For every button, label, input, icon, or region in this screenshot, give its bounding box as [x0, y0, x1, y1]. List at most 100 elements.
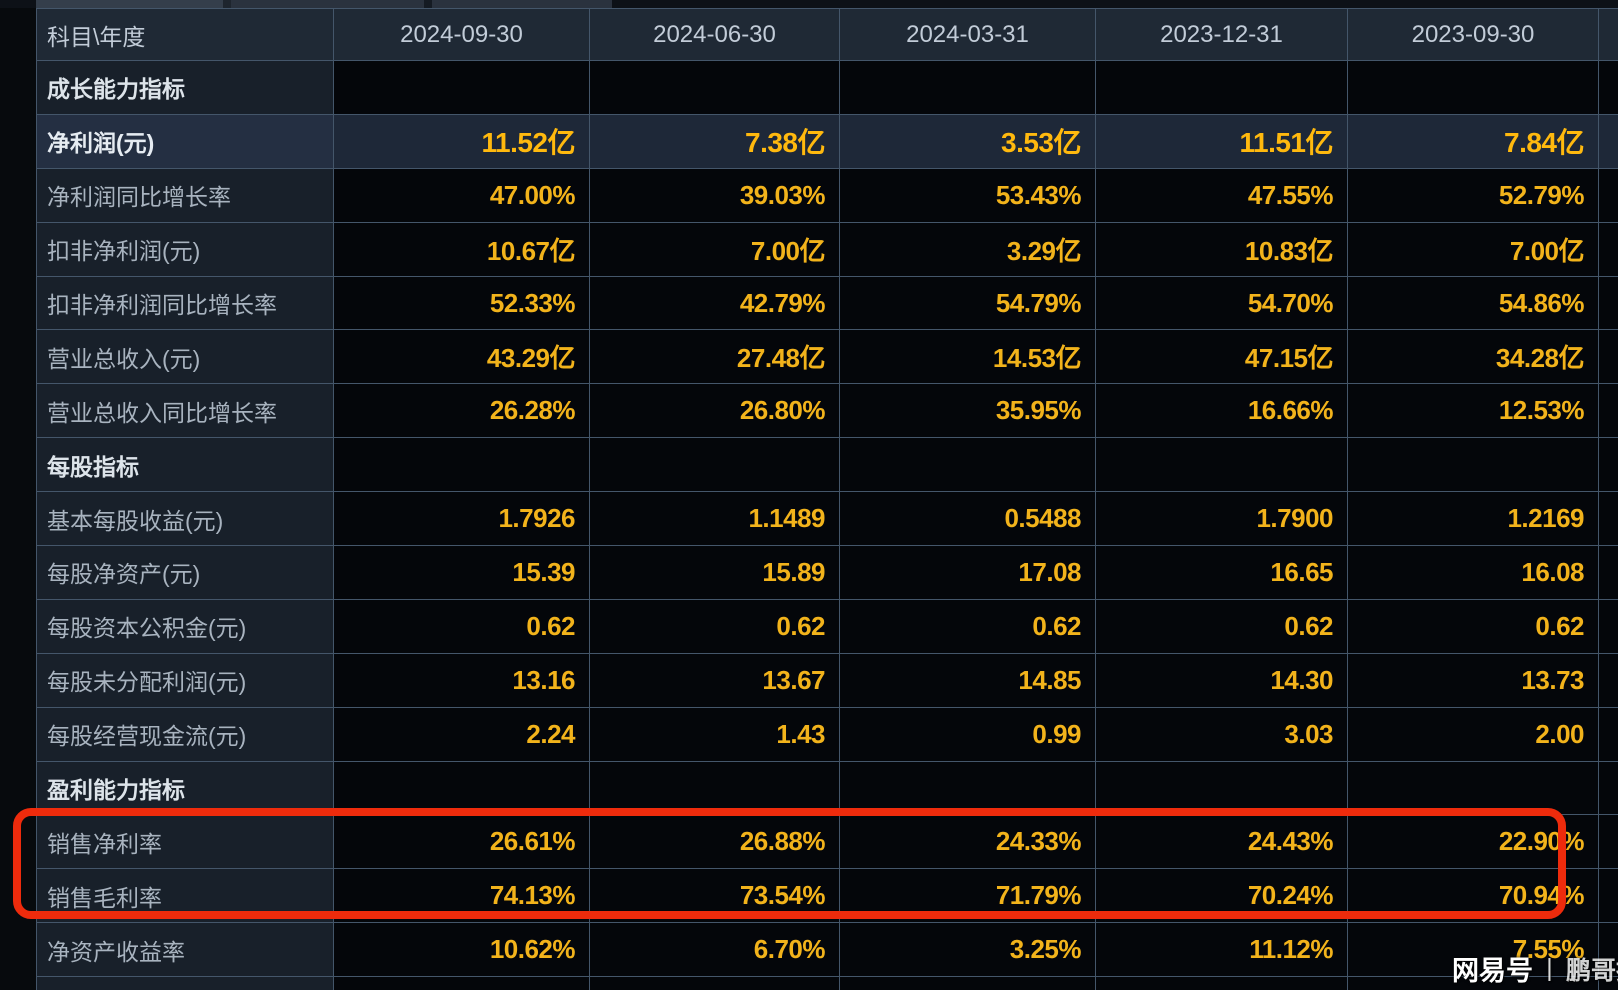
- row-label: 营业总收入同比增长率: [37, 384, 334, 439]
- value-cell: [1348, 438, 1599, 493]
- table-row: 扣非净利润(元) 10.67亿 7.00亿 3.29亿 10.83亿 7.00亿: [37, 222, 1618, 277]
- value-cell: 71.79%: [840, 869, 1096, 924]
- value-cell: 53.43%: [840, 168, 1096, 223]
- value-cell: 0.62: [590, 599, 840, 654]
- value-cell: 1.7926: [334, 492, 590, 547]
- table-row: 营业总收入同比增长率 26.28% 26.80% 35.95% 16.66% 12.53%: [37, 384, 1618, 439]
- value-cell: 52.79%: [1348, 168, 1599, 223]
- table-row: 基本每股收益(元) 1.7926 1.1489 0.5488 1.7900 1.2169: [37, 492, 1618, 547]
- value-cell: 26.61%: [334, 815, 590, 870]
- value-cell: [840, 761, 1096, 816]
- value-cell: 13.16: [334, 653, 590, 708]
- overflow-cell: [1599, 869, 1618, 924]
- table-row: 销售净利率 26.61% 26.88% 24.33% 24.43% 22.90%: [37, 815, 1618, 870]
- value-cell: [1096, 977, 1348, 990]
- value-cell: 3.29亿: [840, 222, 1096, 277]
- section-label: 盈利能力指标: [37, 761, 334, 816]
- overflow-cell: [1599, 761, 1618, 816]
- value-cell: 0.62: [334, 599, 590, 654]
- value-cell: 74.13%: [334, 869, 590, 924]
- value-cell: 16.65: [1096, 546, 1348, 600]
- header-cell-date: 2024-09-30: [334, 9, 590, 61]
- value-cell: 11.52亿: [334, 114, 590, 169]
- value-cell: [840, 977, 1096, 990]
- value-cell: 3.03: [1096, 707, 1348, 762]
- value-cell: 10.67亿: [334, 222, 590, 277]
- overflow-cell: [1599, 222, 1618, 277]
- overflow-cell: [1599, 276, 1618, 331]
- value-cell: 12.53%: [1348, 384, 1599, 439]
- financial-table: 科目\年度 2024-09-30 2024-06-30 2024-03-31 2023-…: [36, 8, 1618, 990]
- value-cell: 16.08: [1348, 546, 1599, 600]
- top-strip-segment: [223, 0, 231, 8]
- row-label: 销售毛利率: [37, 869, 334, 924]
- value-cell: 39.03%: [590, 168, 840, 223]
- row-label: 每股未分配利润(元): [37, 653, 334, 708]
- value-cell: 26.88%: [590, 815, 840, 870]
- header-cell-date: 2023-12-31: [1096, 9, 1348, 61]
- section-row: 成长能力指标: [37, 61, 1618, 115]
- top-strip-segment: [432, 0, 612, 8]
- header-cell-date: 2023-09-30: [1348, 9, 1599, 61]
- value-cell: [1096, 438, 1348, 493]
- value-cell: 11.12%: [1096, 923, 1348, 978]
- value-cell: [590, 977, 840, 990]
- overflow-cell: [1599, 438, 1618, 493]
- value-cell: 70.94%: [1348, 869, 1599, 924]
- overflow-cell: [1599, 977, 1618, 990]
- value-cell: 17.08: [840, 546, 1096, 600]
- value-cell: 3.25%: [840, 923, 1096, 978]
- value-cell: [1096, 761, 1348, 816]
- overflow-cell: [1599, 330, 1618, 385]
- row-label: 净利润(元): [37, 114, 334, 169]
- value-cell: 1.2169: [1348, 492, 1599, 547]
- value-cell: 54.70%: [1096, 276, 1348, 331]
- row-label: 每股资本公积金(元): [37, 599, 334, 654]
- value-cell: 24.43%: [1096, 815, 1348, 870]
- value-cell: 52.33%: [334, 276, 590, 331]
- value-cell: 0.62: [840, 599, 1096, 654]
- value-cell: 54.86%: [1348, 276, 1599, 331]
- value-cell: 1.7900: [1096, 492, 1348, 547]
- value-cell: 1.1489: [590, 492, 840, 547]
- top-strip-segment: [36, 0, 223, 8]
- overflow-cell: [1599, 492, 1618, 547]
- value-cell: [590, 61, 840, 115]
- value-cell: [334, 761, 590, 816]
- value-cell: [1348, 61, 1599, 115]
- row-label: 扣非净利润(元): [37, 222, 334, 277]
- value-cell: [840, 61, 1096, 115]
- value-cell: 27.48亿: [590, 330, 840, 385]
- overflow-cell: [1599, 707, 1618, 762]
- value-cell: 0.62: [1348, 599, 1599, 654]
- table-row: 销售毛利率 74.13% 73.54% 71.79% 70.24% 70.94%: [37, 869, 1618, 924]
- value-cell: 0.62: [1096, 599, 1348, 654]
- overflow-cell: [1599, 815, 1618, 870]
- value-cell: 10.62%: [334, 923, 590, 978]
- overflow-cell: [1599, 923, 1618, 978]
- value-cell: 73.54%: [590, 869, 840, 924]
- overflow-cell: [1599, 546, 1618, 600]
- header-cell-date: 2024-06-30: [590, 9, 840, 61]
- value-cell: [334, 977, 590, 990]
- value-cell: [334, 438, 590, 493]
- table-header-row: 科目\年度 2024-09-30 2024-06-30 2024-03-31 2023-…: [37, 9, 1618, 61]
- row-label: [37, 977, 334, 990]
- top-strip-segment: [424, 0, 432, 8]
- section-label: 每股指标: [37, 438, 334, 493]
- overflow-cell: [1599, 168, 1618, 223]
- value-cell: 11.51亿: [1096, 114, 1348, 169]
- value-cell: 15.89: [590, 546, 840, 600]
- row-label: 每股净资产(元): [37, 546, 334, 600]
- value-cell: 7.38亿: [590, 114, 840, 169]
- row-label: 扣非净利润同比增长率: [37, 276, 334, 331]
- value-cell: [840, 438, 1096, 493]
- section-label: 成长能力指标: [37, 61, 334, 115]
- value-cell: [1348, 977, 1599, 990]
- value-cell: 6.70%: [590, 923, 840, 978]
- value-cell: 42.79%: [590, 276, 840, 331]
- row-label: 销售净利率: [37, 815, 334, 870]
- value-cell: 10.83亿: [1096, 222, 1348, 277]
- header-cell-date: 2024-03-31: [840, 9, 1096, 61]
- table-row: 每股资本公积金(元) 0.62 0.62 0.62 0.62 0.62: [37, 599, 1618, 654]
